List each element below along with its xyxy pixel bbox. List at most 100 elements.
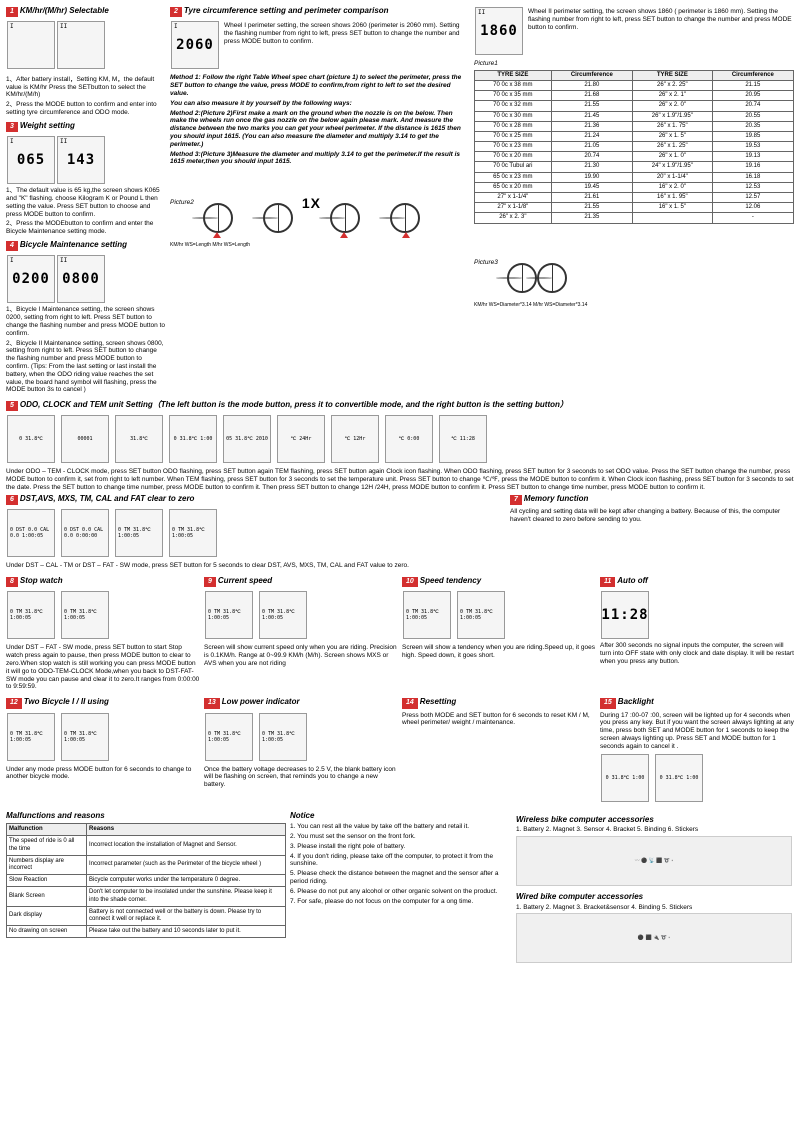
pic3-label: Picture3	[474, 259, 498, 267]
tyre-cell: 19.45	[551, 182, 632, 192]
tyre-cell: 70 0c Tubul ari	[475, 162, 552, 172]
badge-1: 1	[6, 7, 18, 17]
row-1: 1KM/hr/(M/hr) Selectable III 1、After bat…	[6, 6, 794, 396]
lcd-value: 00001	[77, 436, 92, 442]
mal-cell: Battery is not connected well or the bat…	[87, 906, 286, 925]
notice-item: 5. Please check the distance between the…	[290, 870, 510, 886]
badge-11: 11	[600, 577, 615, 587]
title-6: DST,AVS, MXS, TM, CAL and FAT clear to z…	[20, 494, 195, 503]
lcd-display: 00001	[61, 415, 109, 463]
tyre-cell: 12.06	[712, 203, 793, 213]
bike-1	[198, 168, 298, 238]
mh2: Reasons	[87, 824, 286, 836]
lcd-display: 0 TM 31.8℃ 1:00:05	[457, 591, 505, 639]
l4a: I	[10, 257, 14, 264]
v3a: 065	[17, 152, 45, 169]
wired-items: 1. Battery 2. Magnet 3. Bracket&sensor 4…	[516, 904, 792, 912]
lcd-display: 0 TM 31.8℃ 1:00:05	[7, 713, 55, 761]
th2: Circumference	[551, 70, 632, 80]
title-14: Resetting	[420, 697, 456, 706]
lcd-display: 05 31.8℃ 2010	[223, 415, 271, 463]
tyre-cell: 70 0c x 25 mm	[475, 131, 552, 141]
text-5: Under ODO – TEM - CLOCK mode, press SET …	[6, 468, 794, 491]
mal-cell: Dark display	[7, 906, 87, 925]
section-8: 8Stop watch 0 TM 31.8℃ 1:00:050 TM 31.8℃…	[6, 576, 200, 693]
text-4a: 1、Bicycle I Maintenance setting, the scr…	[6, 306, 166, 337]
lcd-2a: I2060	[171, 21, 219, 69]
accessories: Wireless bike computer accessories 1. Ba…	[514, 811, 794, 966]
lcd-value: 0 31.8℃ 1:00	[660, 775, 699, 781]
pic1-label: Picture1	[474, 60, 794, 68]
manual-page: 1KM/hr/(M/hr) Selectable III 1、After bat…	[0, 0, 800, 975]
lcd-2b: II1860	[475, 7, 523, 55]
badge-15: 15	[600, 698, 616, 708]
tyre-cell: 70 0c x 20 mm	[475, 152, 552, 162]
caption: You can also measure it by yourself by t…	[170, 100, 470, 108]
tyre-cell: 20.74	[712, 101, 793, 111]
pic3-row: Picture3	[474, 228, 794, 298]
lcd-value: 0 31.8℃ 1:00	[174, 436, 213, 442]
section-1: 1KM/hr/(M/hr) Selectable III 1、After bat…	[6, 6, 166, 396]
s13-lcds: 0 TM 31.8℃ 1:00:050 TM 31.8℃ 1:00:05	[204, 712, 398, 762]
badge-4: 4	[6, 241, 18, 251]
lcd-display: 0 31.8℃ 1:00	[169, 415, 217, 463]
section-5: 5ODO, CLOCK and TEM unit Setting（The lef…	[6, 400, 794, 492]
tyre-cell: 16" x 1. 95"	[632, 193, 712, 203]
title-5: ODO, CLOCK and TEM unit Setting	[20, 400, 153, 409]
text-10: Screen will show a tendency when you are…	[402, 644, 596, 660]
method1: Method 1: Follow the right Table Wheel s…	[170, 74, 470, 97]
tyre-cell: 21.68	[551, 91, 632, 101]
l2a: I	[174, 23, 178, 30]
notice-title: Notice	[290, 811, 510, 821]
lcd-row-3: I065II143	[6, 135, 166, 185]
section-14-header: 14Resetting	[402, 697, 596, 708]
tyre-cell: 21.15	[712, 80, 793, 90]
section-2-middle: 2Tyre circumference setting and perimete…	[170, 6, 470, 396]
mal-cell: The speed of ride is 0 all the time	[7, 836, 87, 855]
lcd-display: 0 TM 31.8℃ 1:00:05	[403, 591, 451, 639]
mal-cell: Don't let computer to be insolated under…	[87, 887, 286, 906]
lcd-value: 0 31.8℃ 1:00	[606, 775, 645, 781]
text-11: After 300 seconds no signal inputs the c…	[600, 642, 794, 665]
bike-label2: KM/hr WS=Diameter*3.14 M/hr WS=Diameter*…	[474, 302, 794, 308]
tyre-table: TYRE SIZECircumferenceTYRE SIZECircumfer…	[474, 70, 794, 224]
section-11-header: 11Auto off	[600, 576, 794, 587]
section-1-header: 1KM/hr/(M/hr) Selectable	[6, 6, 166, 17]
lcd-value: ℃ 11:28	[451, 436, 475, 442]
bike-label1: KM/hr WS=Length M/hr WS=Length	[170, 242, 470, 248]
section-4-header: 4Bicycle Maintenance setting	[6, 240, 166, 251]
tyre-cell: 21.80	[551, 80, 632, 90]
lcd-value: 0 TM 31.8℃ 1:00:05	[64, 609, 106, 621]
l3a: I	[10, 138, 14, 145]
tyre-cell: 21.45	[551, 111, 632, 121]
lcd-4a: I0200	[7, 255, 55, 303]
lcd-display: 0 TM 31.8℃ 1:00:05	[205, 591, 253, 639]
notice-item: 3. Please install the right pole of batt…	[290, 843, 510, 851]
title-12: Two Bicycle I / II using	[24, 697, 109, 706]
badge-9: 9	[204, 577, 216, 587]
title-4: Bicycle Maintenance setting	[20, 240, 127, 249]
wireless-items: 1. Battery 2. Magnet 3. Sensor 4. Bracke…	[516, 826, 792, 834]
section-12-header: 12Two Bicycle I / II using	[6, 697, 200, 708]
lcd-11: 11:28	[601, 591, 649, 639]
row-12-15: 12Two Bicycle I / II using 0 TM 31.8℃ 1:…	[6, 697, 794, 806]
text-2a: Wheel I perimeter setting, the screen sh…	[224, 22, 470, 68]
tyre-cell: 26" x 1. 75"	[632, 121, 712, 131]
mal-cell: Blank Screen	[7, 887, 87, 906]
section-9: 9Current speed 0 TM 31.8℃ 1:00:050 TM 31…	[204, 576, 398, 693]
bike-2	[325, 168, 425, 238]
lcd-value: 0 TM 31.8℃ 1:00:05	[460, 609, 502, 621]
lcd-3a: I065	[7, 136, 55, 184]
row-bottom: Malfunctions and reasons MalfunctionReas…	[6, 811, 794, 966]
tyre-cell: 20.55	[712, 111, 793, 121]
tyre-cell: 21.24	[551, 131, 632, 141]
lcd-1b-label: II	[60, 23, 67, 30]
s10-lcds: 0 TM 31.8℃ 1:00:05 0 TM 31.8℃ 1:00:05	[402, 590, 596, 640]
badge-6: 6	[6, 495, 18, 505]
malfunctions: Malfunctions and reasons MalfunctionReas…	[6, 811, 286, 966]
tyre-cell: 26" x 2. 0"	[632, 101, 712, 111]
wired-box: Wired bike computer accessories 1. Batte…	[514, 888, 794, 965]
lcd-display: 0 TM 31.8℃ 1:00:05	[259, 591, 307, 639]
tyre-cell: 26" x 2. 25"	[632, 80, 712, 90]
row-8-11: 8Stop watch 0 TM 31.8℃ 1:00:050 TM 31.8℃…	[6, 576, 794, 693]
